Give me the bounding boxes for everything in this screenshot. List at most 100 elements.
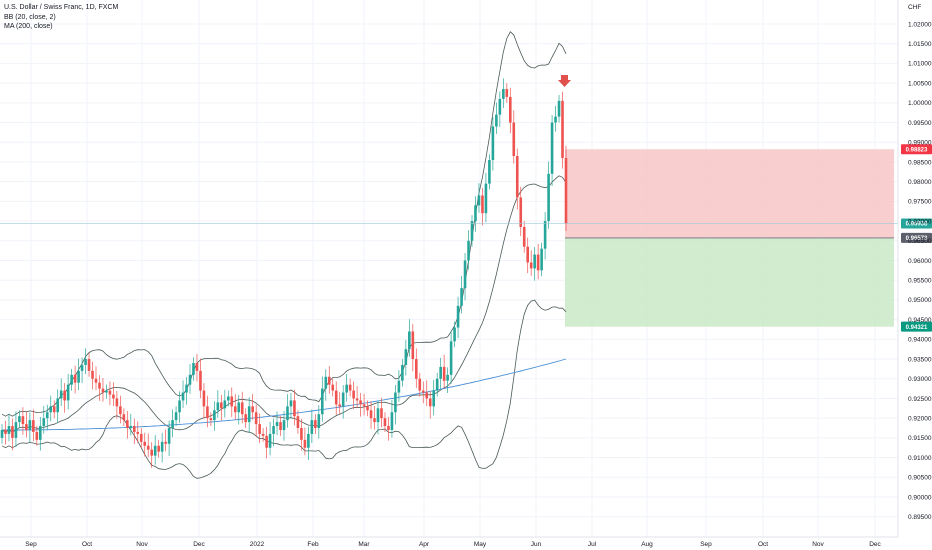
candle-body (119, 406, 122, 415)
candle-body (394, 392, 397, 413)
candle-body (421, 390, 425, 393)
time-tick-label: Apr (419, 541, 430, 548)
candle-body (418, 378, 422, 391)
candle-body (286, 406, 289, 421)
candle-body (63, 390, 66, 401)
candle-body (522, 226, 526, 247)
candle-body (21, 416, 25, 425)
candle-body (237, 402, 241, 413)
price-tick-label: 0.91500 (908, 435, 932, 442)
candle-body (42, 418, 46, 427)
candle-body (35, 431, 39, 440)
candle-body (373, 418, 376, 423)
time-tick-label: Mar (358, 541, 370, 548)
chart-legend: U.S. Dollar / Swiss Franc, 1D, FXCM BB (… (4, 3, 118, 32)
price-axis: 1.02000 1.01500 1.01000 1.00500 1.00000 0.995… (908, 4, 932, 521)
candle-body (105, 390, 108, 393)
price-tick-label: 0.90500 (908, 475, 932, 482)
current-price-tag (901, 218, 932, 229)
candle-body (512, 122, 516, 157)
candle-body (495, 114, 498, 127)
candle-body (334, 390, 338, 405)
chart-title: U.S. Dollar / Swiss Franc, 1D, FXCM (4, 4, 119, 11)
price-tick-label: 0.93000 (908, 376, 932, 383)
price-tick-label: 0.90000 (908, 494, 932, 501)
candle-body (268, 433, 272, 448)
time-tick-label: Sep (25, 541, 37, 548)
candle-body (233, 406, 237, 413)
candle-body (220, 402, 223, 409)
candle-body (491, 126, 495, 160)
candle-body (49, 406, 53, 413)
candle-body (425, 392, 429, 399)
target-price-tag (901, 321, 932, 332)
candle-body (181, 392, 185, 401)
candle-body (87, 359, 91, 371)
price-tick-label: 0.89500 (908, 514, 932, 521)
candle-body (202, 390, 206, 407)
bb-lower-line (1, 299, 567, 479)
candle-body (435, 378, 439, 391)
candle-body (216, 402, 220, 411)
candle-body (188, 374, 192, 385)
candle-body (108, 390, 112, 395)
candle-body (178, 400, 181, 413)
candle-body (439, 366, 442, 379)
price-tick-label: 0.92500 (908, 396, 932, 403)
price-tick-label: 1.00500 (908, 80, 932, 87)
candle-body (498, 98, 502, 115)
candle-body (4, 429, 7, 434)
candle-body (331, 384, 335, 391)
bb-legend: BB (20, close, 2) (4, 13, 56, 21)
candle-body (383, 418, 387, 427)
candle-body (282, 420, 286, 430)
candle-body (115, 398, 119, 407)
candle-body (185, 384, 188, 393)
candle-body (320, 388, 324, 415)
price-tick-label: 0.98500 (908, 159, 932, 166)
price-tick-label: 0.93500 (908, 356, 932, 363)
candle-body (404, 349, 408, 365)
candle-body (0, 429, 4, 438)
time-tick-label: Nov (136, 541, 148, 548)
candle-body (502, 89, 505, 99)
candle-body (453, 327, 456, 342)
time-tick-label: May (474, 541, 487, 548)
price-tick-label: 0.95000 (908, 297, 932, 304)
candle-body (564, 158, 568, 224)
candle-body (94, 378, 98, 383)
time-tick-label: 2022 (250, 541, 265, 548)
time-tick-label: Oct (758, 541, 768, 548)
candle-body (38, 426, 42, 440)
candle-body (296, 416, 300, 429)
candle-body (143, 441, 147, 446)
candle-body (348, 384, 352, 391)
price-tick-label: 0.99500 (908, 120, 932, 127)
price-tick-label: 1.00000 (908, 100, 932, 107)
candle-body (98, 382, 101, 389)
candle-body (150, 449, 154, 456)
candle-body (460, 288, 463, 306)
candle-body (11, 426, 14, 438)
candle-body (157, 445, 160, 452)
candle-body (66, 384, 70, 401)
candle-body (265, 435, 268, 448)
candle-body (515, 156, 519, 198)
candle-body (307, 433, 310, 448)
candle-body (129, 426, 133, 429)
candle-body (488, 159, 491, 184)
candle-body (380, 408, 383, 419)
price-tick-label: 0.94500 (908, 317, 932, 324)
price-tick-label: 1.02000 (908, 21, 932, 28)
candle-body (557, 100, 561, 117)
candle-body (508, 96, 512, 123)
candle-body (463, 260, 467, 289)
candle-body (314, 420, 317, 429)
candle-body (366, 406, 369, 411)
candle-body (209, 418, 213, 421)
stop-price-tag (901, 144, 932, 155)
candle-body (56, 398, 60, 413)
candle-body (428, 398, 432, 407)
candle-body (303, 439, 307, 448)
